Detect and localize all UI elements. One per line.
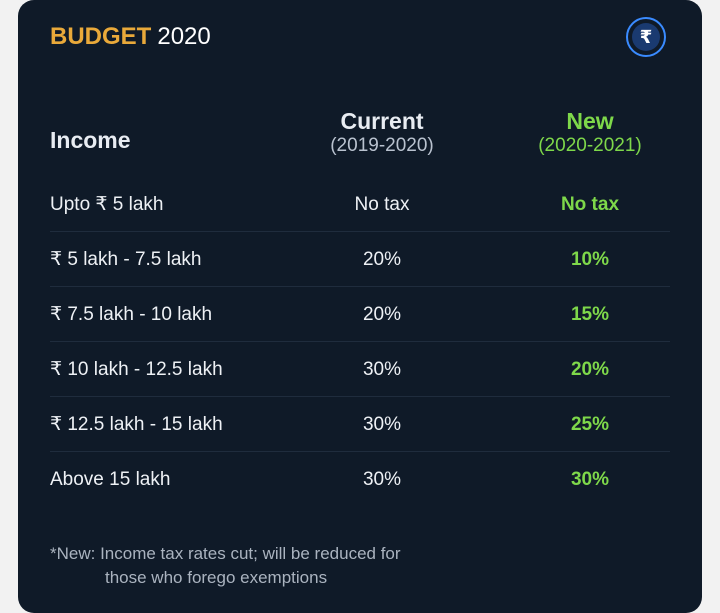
table-row: ₹ 5 lakh - 7.5 lakh 20% 10%: [18, 232, 702, 287]
header-current: Current (2019-2020): [282, 107, 482, 157]
current-rate-cell: No tax: [354, 193, 410, 215]
table-row: Above 15 lakh 30% 30%: [18, 452, 702, 507]
new-rate-cell: 15%: [570, 303, 610, 325]
income-cell: ₹ 7.5 lakh - 10 lakh: [50, 304, 213, 325]
header-income: Income: [50, 127, 131, 153]
current-rate-cell: 30%: [362, 468, 402, 490]
rupee-icon-glyph: ₹: [632, 23, 660, 51]
income-cell: ₹ 10 lakh - 12.5 lakh: [50, 359, 223, 380]
income-cell: Above 15 lakh: [50, 468, 171, 490]
footnote-line-2: those who forego exemptions: [105, 568, 328, 587]
table-row: ₹ 7.5 lakh - 10 lakh 20% 15%: [18, 287, 702, 342]
income-cell: Upto ₹ 5 lakh: [50, 194, 164, 215]
header-new-sub: (2020-2021): [538, 135, 642, 156]
new-rate-cell: 20%: [570, 358, 610, 380]
header-current-sub: (2019-2020): [330, 135, 434, 156]
current-rate-cell: 20%: [362, 248, 402, 270]
table-row: Upto ₹ 5 lakh No tax No tax: [18, 177, 702, 232]
table-header: Income Current (2019-2020) New (2020-202…: [18, 107, 702, 167]
tax-table: Upto ₹ 5 lakh No tax No tax ₹ 5 lakh - 7…: [18, 177, 702, 507]
header-current-title: Current: [340, 108, 424, 134]
table-row: ₹ 10 lakh - 12.5 lakh 30% 20%: [18, 342, 702, 397]
current-rate-cell: 20%: [362, 303, 402, 325]
new-rate-cell: 30%: [570, 468, 610, 490]
new-rate-cell: 10%: [570, 248, 610, 270]
current-rate-cell: 30%: [362, 413, 402, 435]
table-row: ₹ 12.5 lakh - 15 lakh 30% 25%: [18, 397, 702, 452]
card-title: BUDGET 2020: [50, 22, 211, 52]
current-rate-cell: 30%: [362, 358, 402, 380]
income-cell: ₹ 12.5 lakh - 15 lakh: [50, 414, 223, 435]
budget-card: BUDGET 2020 ₹ Income Current (2019-2020) …: [18, 0, 702, 613]
title-year: 2020: [157, 23, 211, 50]
income-cell: ₹ 5 lakh - 7.5 lakh: [50, 249, 202, 270]
header-new: New (2020-2021): [490, 107, 690, 157]
header-new-title: New: [566, 108, 614, 134]
footnote-line-1: *New: Income tax rates cut; will be redu…: [50, 544, 401, 563]
new-rate-cell: No tax: [560, 193, 620, 215]
footnote: *New: Income tax rates cut; will be redu…: [50, 542, 510, 590]
title-accent: BUDGET: [50, 23, 152, 50]
new-rate-cell: 25%: [570, 413, 610, 435]
rupee-icon: ₹: [626, 17, 666, 57]
